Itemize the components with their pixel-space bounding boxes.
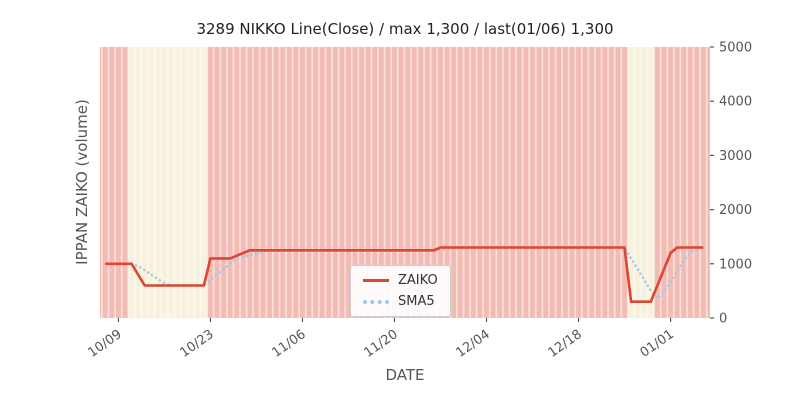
sma5-line-swatch <box>363 299 389 304</box>
zaiko-line <box>105 246 704 304</box>
chart-title: 3289 NIKKO Line(Close) / max 1,300 / las… <box>196 20 614 38</box>
x-tick-label: 10/23 <box>177 327 216 361</box>
legend-item-zaiko: ZAIKO <box>363 273 438 288</box>
y-tick-label: 4000 <box>719 95 752 110</box>
y-tick-label: 2000 <box>719 203 752 218</box>
x-tick-label: 12/18 <box>546 327 585 361</box>
y-tick-label: 1000 <box>719 257 752 272</box>
legend-label-sma5: SMA5 <box>398 294 435 309</box>
legend-item-sma5: SMA5 <box>363 294 438 309</box>
y-tick-label: 5000 <box>719 41 752 56</box>
x-tick-label: 10/09 <box>85 327 124 361</box>
legend: ZAIKO SMA5 <box>350 265 451 317</box>
zaiko-line-swatch <box>363 279 389 282</box>
x-tick-label: 11/06 <box>269 327 308 361</box>
legend-label-zaiko: ZAIKO <box>398 273 438 288</box>
y-axis-label: IPPAN ZAIKO (volume) <box>73 99 91 265</box>
y-tick-label: 0 <box>719 312 727 327</box>
x-tick-label: 11/20 <box>361 327 400 361</box>
x-axis-label: DATE <box>385 366 425 384</box>
x-tick-label: 01/01 <box>638 327 677 361</box>
y-tick-label: 3000 <box>719 149 752 164</box>
x-tick-label: 12/04 <box>454 327 493 361</box>
